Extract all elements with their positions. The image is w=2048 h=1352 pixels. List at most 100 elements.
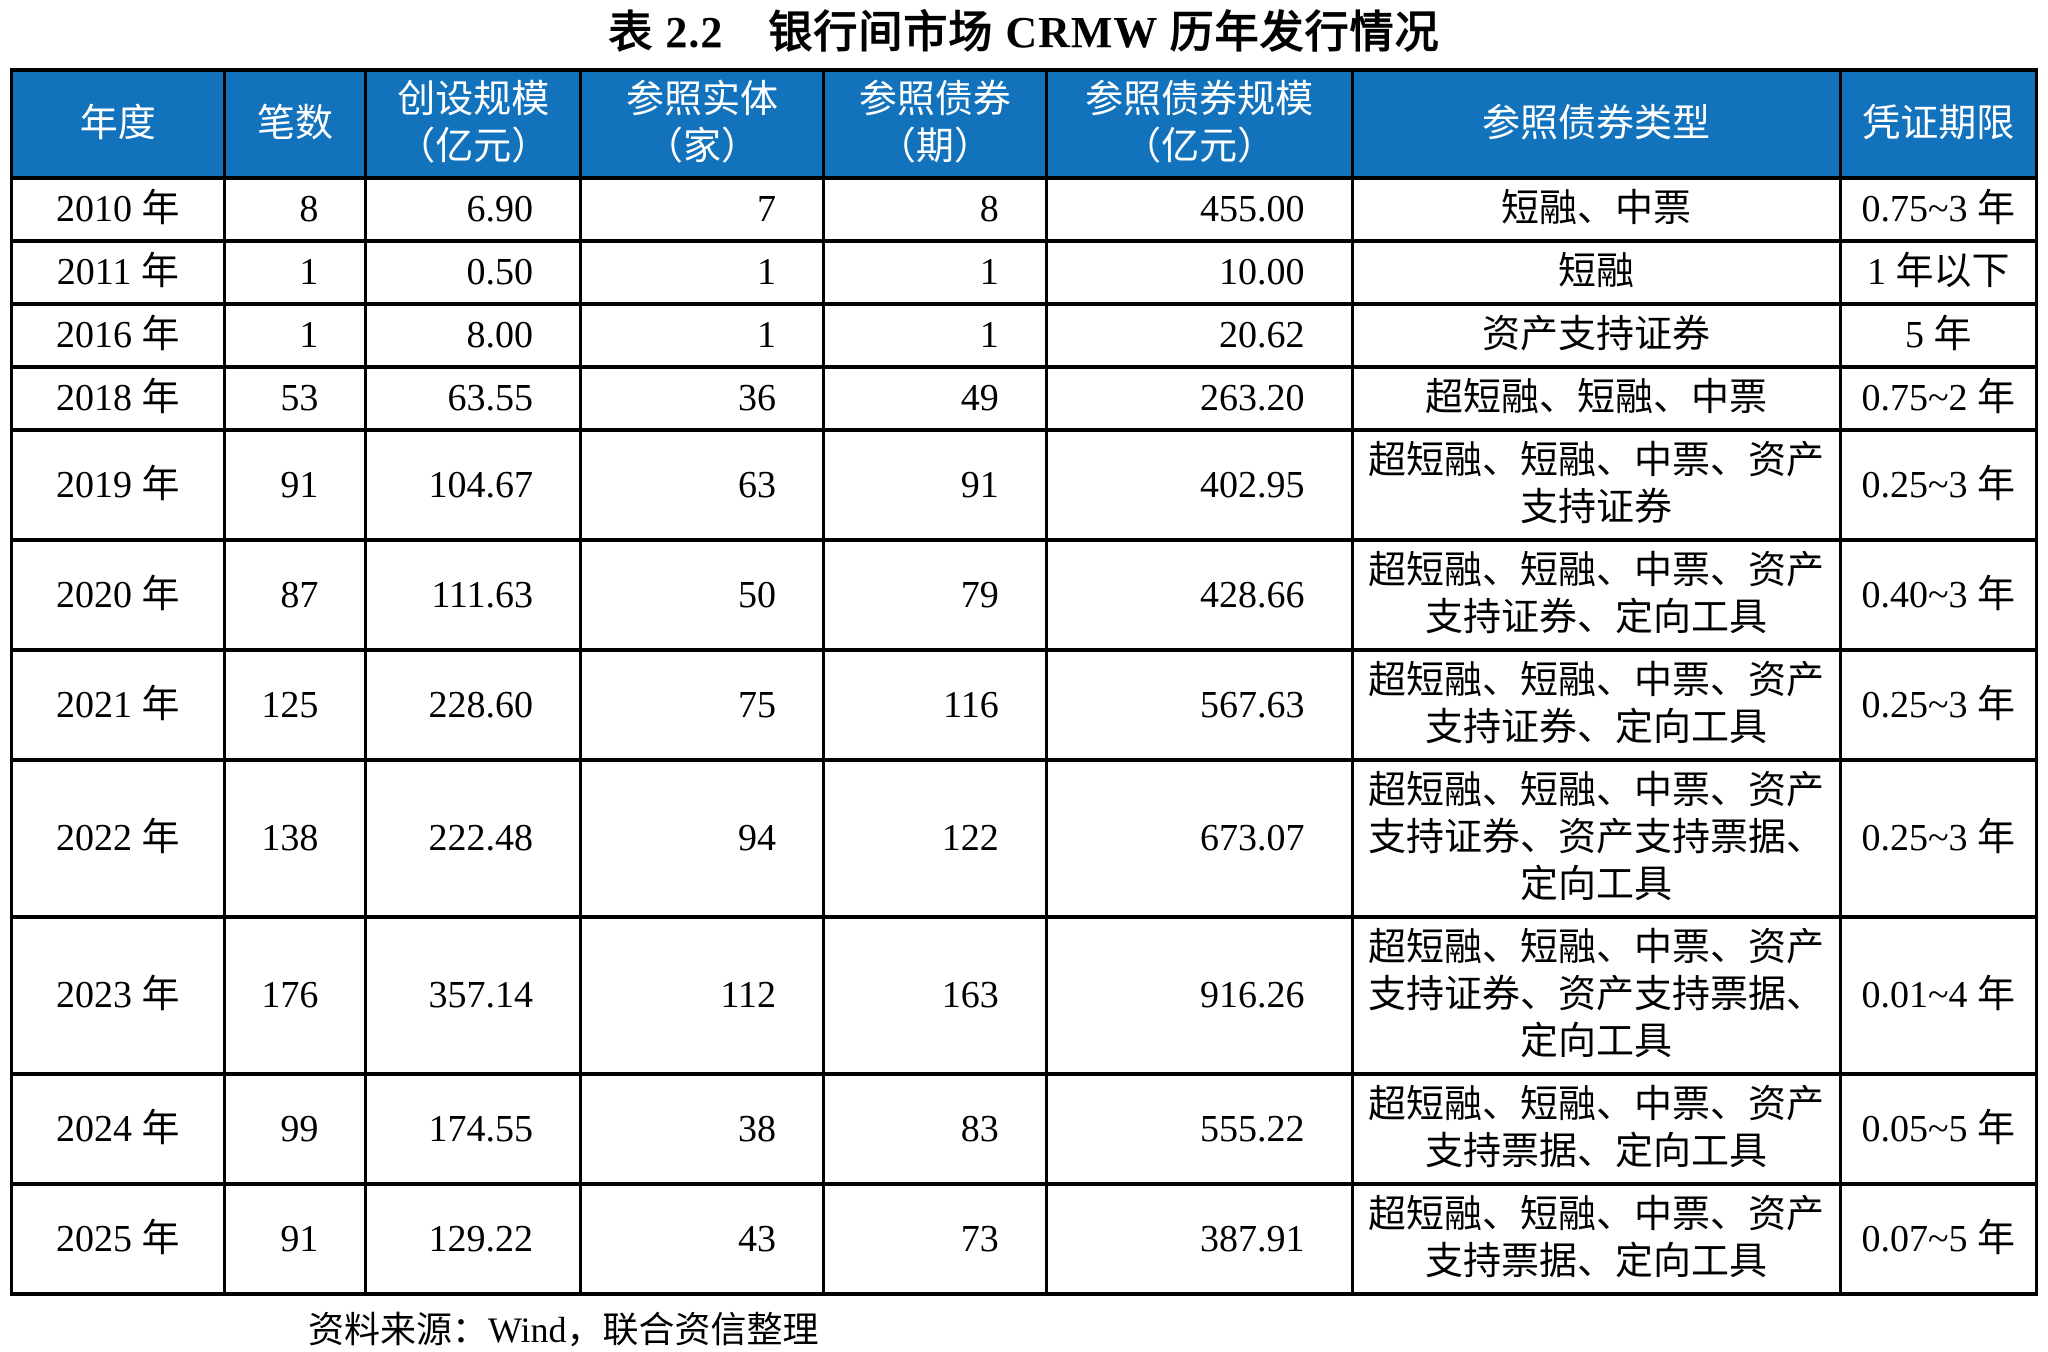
column-header-reference-bond-type: 参照债券类型 <box>1350 68 1842 180</box>
cell-reference-bond-type: 超短融、短融、中票、资产支持票据、定向工具 <box>1350 1072 1842 1186</box>
cell-year: 2011 年 <box>10 239 226 306</box>
cell-reference-bond-scale: 567.63 <box>1044 648 1354 762</box>
table-row: 2016 年 1 8.00 1 1 20.62 资产支持证券 5 年 <box>10 302 2039 369</box>
cell-reference-entities: 43 <box>579 1182 826 1296</box>
cell-reference-entities: 75 <box>579 648 826 762</box>
cell-reference-bonds: 1 <box>822 239 1048 306</box>
cell-count: 87 <box>222 538 368 652</box>
cell-reference-bond-scale: 387.91 <box>1044 1182 1354 1296</box>
cell-year: 2019 年 <box>10 428 226 542</box>
source-note: 资料来源：Wind，联合资信整理 <box>308 1310 819 1350</box>
cell-certificate-term: 1 年以下 <box>1838 239 2039 306</box>
cell-reference-bond-type: 超短融、短融、中票、资产支持证券、资产支持票据、定向工具 <box>1350 758 1842 919</box>
cell-certificate-term: 0.01~4 年 <box>1838 915 2039 1076</box>
cell-certificate-term: 0.05~5 年 <box>1838 1072 2039 1186</box>
cell-creation-scale: 8.00 <box>364 302 583 369</box>
cell-creation-scale: 129.22 <box>364 1182 583 1296</box>
cell-year: 2021 年 <box>10 648 226 762</box>
table-header: 年度 笔数 创设规模 （亿元） 参照实体 （家） 参照债券 （期） 参照债券规模 （亿元）… <box>10 68 2039 180</box>
crmw-issuance-table: 年度 笔数 创设规模 （亿元） 参照实体 （家） 参照债券 （期） 参照债券规模 （亿元）… <box>10 68 2039 1296</box>
table-row: 2025 年 91 129.22 43 73 387.91 超短融、短融、中票、资产支持票据… <box>10 1182 2039 1296</box>
cell-creation-scale: 104.67 <box>364 428 583 542</box>
cell-count: 8 <box>222 176 368 243</box>
table-row: 2021 年 125 228.60 75 116 567.63 超短融、短融、中票、资产支持… <box>10 648 2039 762</box>
cell-count: 125 <box>222 648 368 762</box>
cell-reference-bond-scale: 20.62 <box>1044 302 1354 369</box>
cell-count: 91 <box>222 428 368 542</box>
table-title: 表 2.2 银行间市场 CRMW 历年发行情况 <box>608 8 1440 57</box>
cell-reference-bond-scale: 555.22 <box>1044 1072 1354 1186</box>
cell-reference-entities: 36 <box>579 365 826 432</box>
cell-creation-scale: 0.50 <box>364 239 583 306</box>
cell-reference-bond-type: 资产支持证券 <box>1350 302 1842 369</box>
column-header-certificate-term: 凭证期限 <box>1838 68 2039 180</box>
cell-reference-bonds: 79 <box>822 538 1048 652</box>
cell-count: 53 <box>222 365 368 432</box>
column-header-creation-scale: 创设规模 （亿元） <box>364 68 583 180</box>
cell-reference-bond-scale: 263.20 <box>1044 365 1354 432</box>
cell-reference-bond-type: 超短融、短融、中票、资产支持票据、定向工具 <box>1350 1182 1842 1296</box>
cell-year: 2025 年 <box>10 1182 226 1296</box>
cell-creation-scale: 6.90 <box>364 176 583 243</box>
table-header-row: 年度 笔数 创设规模 （亿元） 参照实体 （家） 参照债券 （期） 参照债券规模 （亿元）… <box>10 68 2039 180</box>
cell-year: 2022 年 <box>10 758 226 919</box>
cell-certificate-term: 0.25~3 年 <box>1838 428 2039 542</box>
cell-creation-scale: 228.60 <box>364 648 583 762</box>
cell-reference-entities: 50 <box>579 538 826 652</box>
cell-creation-scale: 357.14 <box>364 915 583 1076</box>
column-header-reference-bonds: 参照债券 （期） <box>822 68 1048 180</box>
cell-certificate-term: 5 年 <box>1838 302 2039 369</box>
table-row: 2024 年 99 174.55 38 83 555.22 超短融、短融、中票、资产支持票据… <box>10 1072 2039 1186</box>
column-header-reference-entities: 参照实体 （家） <box>579 68 826 180</box>
cell-count: 1 <box>222 302 368 369</box>
cell-reference-entities: 94 <box>579 758 826 919</box>
table-row: 2023 年 176 357.14 112 163 916.26 超短融、短融、中票、资产支… <box>10 915 2039 1076</box>
cell-count: 176 <box>222 915 368 1076</box>
cell-certificate-term: 0.40~3 年 <box>1838 538 2039 652</box>
table-row: 2020 年 87 111.63 50 79 428.66 超短融、短融、中票、资产支持证券… <box>10 538 2039 652</box>
cell-creation-scale: 222.48 <box>364 758 583 919</box>
cell-reference-bonds: 73 <box>822 1182 1048 1296</box>
table-row: 2010 年 8 6.90 7 8 455.00 短融、中票 0.75~3 年 <box>10 176 2039 243</box>
cell-certificate-term: 0.75~3 年 <box>1838 176 2039 243</box>
cell-reference-bond-type: 超短融、短融、中票 <box>1350 365 1842 432</box>
cell-creation-scale: 174.55 <box>364 1072 583 1186</box>
cell-count: 99 <box>222 1072 368 1186</box>
cell-reference-bond-scale: 428.66 <box>1044 538 1354 652</box>
cell-reference-bonds: 83 <box>822 1072 1048 1186</box>
cell-reference-bonds: 49 <box>822 365 1048 432</box>
cell-reference-entities: 112 <box>579 915 826 1076</box>
cell-reference-bonds: 116 <box>822 648 1048 762</box>
cell-reference-bonds: 122 <box>822 758 1048 919</box>
cell-year: 2010 年 <box>10 176 226 243</box>
cell-certificate-term: 0.25~3 年 <box>1838 758 2039 919</box>
cell-reference-bond-scale: 916.26 <box>1044 915 1354 1076</box>
cell-certificate-term: 0.07~5 年 <box>1838 1182 2039 1296</box>
table-row: 2022 年 138 222.48 94 122 673.07 超短融、短融、中票、资产支持… <box>10 758 2039 919</box>
cell-reference-bond-type: 超短融、短融、中票、资产支持证券 <box>1350 428 1842 542</box>
table-row: 2019 年 91 104.67 63 91 402.95 超短融、短融、中票、资产支持证券… <box>10 428 2039 542</box>
cell-reference-bond-scale: 10.00 <box>1044 239 1354 306</box>
cell-reference-bonds: 1 <box>822 302 1048 369</box>
cell-reference-bond-scale: 455.00 <box>1044 176 1354 243</box>
table-row: 2011 年 1 0.50 1 1 10.00 短融 1 年以下 <box>10 239 2039 306</box>
cell-year: 2016 年 <box>10 302 226 369</box>
cell-year: 2024 年 <box>10 1072 226 1186</box>
cell-reference-entities: 38 <box>579 1072 826 1186</box>
cell-reference-entities: 1 <box>579 302 826 369</box>
column-header-reference-bond-scale: 参照债券规模 （亿元） <box>1044 68 1354 180</box>
cell-reference-bond-type: 短融、中票 <box>1350 176 1842 243</box>
cell-reference-bonds: 8 <box>822 176 1048 243</box>
cell-certificate-term: 0.25~3 年 <box>1838 648 2039 762</box>
cell-creation-scale: 63.55 <box>364 365 583 432</box>
cell-creation-scale: 111.63 <box>364 538 583 652</box>
cell-count: 138 <box>222 758 368 919</box>
cell-certificate-term: 0.75~2 年 <box>1838 365 2039 432</box>
cell-reference-bonds: 91 <box>822 428 1048 542</box>
cell-reference-bond-scale: 673.07 <box>1044 758 1354 919</box>
cell-reference-bond-type: 超短融、短融、中票、资产支持证券、资产支持票据、定向工具 <box>1350 915 1842 1076</box>
cell-reference-entities: 1 <box>579 239 826 306</box>
cell-count: 1 <box>222 239 368 306</box>
